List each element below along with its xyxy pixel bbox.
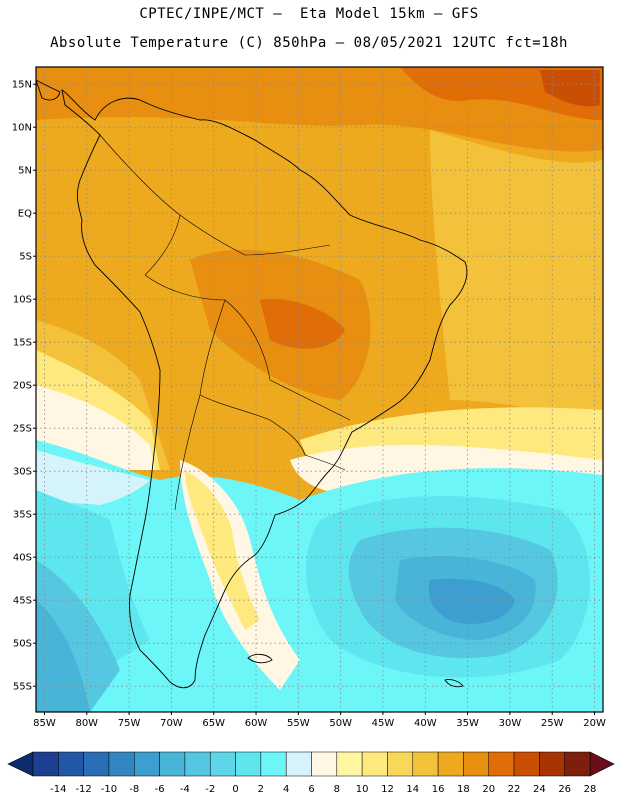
lat-label: 40S — [13, 553, 32, 564]
color-scale-box — [361, 751, 388, 777]
map-frame — [35, 66, 604, 713]
color-scale-label: -2 — [205, 784, 215, 795]
color-scale-label: 2 — [258, 784, 264, 795]
color-scale-label: 0 — [232, 784, 238, 795]
color-scale-box — [235, 751, 262, 777]
color-scale-boxes — [7, 751, 615, 777]
color-scale-box — [437, 751, 464, 777]
color-scale-box — [463, 751, 489, 777]
graticule — [36, 67, 603, 712]
color-scale: -14 -12 -10 -8 -6 -4 -2 0 2 4 6 8 10 12 14 16 18 20 22 24 26… — [7, 751, 615, 795]
central-america-outline — [36, 79, 61, 101]
lat-label: 30S — [13, 467, 32, 478]
field-atlantic — [430, 130, 603, 420]
field-cold-m4-east — [428, 578, 515, 624]
lon-label: 55W — [287, 718, 310, 729]
lon-label: 80W — [75, 718, 98, 729]
lon-label: 65W — [202, 718, 225, 729]
lon-label: 25W — [541, 718, 564, 729]
color-scale-over-arrow — [589, 751, 615, 777]
color-scale-box — [564, 751, 591, 777]
color-scale-label: 22 — [508, 784, 521, 795]
lat-label: 45S — [13, 596, 32, 607]
color-scale-label: 20 — [482, 784, 495, 795]
color-scale-box — [412, 751, 439, 777]
color-scale-box — [311, 751, 338, 777]
color-scale-labels: -14 -12 -10 -8 -6 -4 -2 0 2 4 6 8 10 12 14 16 18 20 22 24 26… — [50, 784, 596, 795]
color-scale-box — [184, 751, 211, 777]
color-scale-label: 8 — [334, 784, 340, 795]
color-scale-label: 10 — [356, 784, 369, 795]
lon-label: 30W — [499, 718, 522, 729]
color-scale-label: 16 — [432, 784, 445, 795]
temperature-map: 15N 10N 5N EQ 5S 10S 15S 20S 25S 30S 35S 40S 45S 50S 5… — [12, 66, 606, 729]
field-patagonia-12 — [185, 470, 260, 630]
color-scale-label: -12 — [75, 784, 91, 795]
longitude-labels: 85W 80W 75W 70W 65W 60W 55W 50W 45W 40W 35W 30W 25W 2… — [33, 712, 606, 729]
field-interior-hotter — [260, 299, 345, 349]
lon-label: 50W — [329, 718, 352, 729]
color-scale-box — [32, 751, 59, 777]
title-line-2: Absolute Temperature (C) 850hPa – 08/05/… — [50, 35, 568, 51]
color-scale-label: 18 — [457, 784, 470, 795]
lat-label: 55S — [13, 682, 32, 693]
south-america-outline — [61, 89, 468, 689]
color-scale-box — [209, 751, 236, 777]
lon-label: 20W — [583, 718, 606, 729]
coastline — [36, 79, 468, 689]
color-scale-box — [83, 751, 110, 777]
lon-label: 75W — [118, 718, 141, 729]
lat-label: 5S — [19, 252, 32, 263]
color-scale-label: 24 — [533, 784, 546, 795]
color-scale-box — [387, 751, 414, 777]
color-scale-box — [488, 751, 515, 777]
lon-label: 35W — [456, 718, 479, 729]
lat-label: 20S — [13, 381, 32, 392]
color-scale-label: -10 — [101, 784, 117, 795]
field-cold-6 — [36, 450, 150, 505]
color-scale-box — [336, 751, 363, 777]
color-scale-label: 12 — [381, 784, 394, 795]
color-scale-box — [134, 751, 160, 777]
field-cold-m2-west — [36, 600, 90, 712]
lat-label: 5N — [18, 166, 32, 177]
color-scale-under-arrow — [7, 751, 34, 777]
color-scale-box — [260, 751, 287, 777]
lat-label: 10S — [13, 295, 32, 306]
lat-label: 25S — [13, 424, 32, 435]
color-scale-label: 14 — [406, 784, 419, 795]
color-scale-label: -6 — [155, 784, 165, 795]
lat-label: 15N — [12, 80, 32, 91]
color-scale-label: 28 — [584, 784, 597, 795]
lon-label: 70W — [160, 718, 183, 729]
color-scale-label: 4 — [283, 784, 289, 795]
lat-label: 50S — [13, 639, 32, 650]
latitude-labels: 15N 10N 5N EQ 5S 10S 15S 20S 25S 30S 35S 40S 45S 50S 5… — [12, 80, 36, 693]
temperature-field — [36, 67, 603, 712]
lat-label: 10N — [12, 123, 32, 134]
color-scale-box — [108, 751, 135, 777]
color-scale-box — [539, 751, 565, 777]
lon-label: 40W — [414, 718, 437, 729]
lat-label: EQ — [18, 209, 32, 220]
border-lines — [99, 134, 351, 511]
color-scale-label: 6 — [308, 784, 314, 795]
south-georgia — [444, 679, 464, 688]
lon-label: 85W — [33, 718, 56, 729]
color-scale-box — [513, 751, 540, 777]
color-scale-box — [58, 751, 84, 777]
color-scale-label: -8 — [129, 784, 139, 795]
lon-label: 45W — [372, 718, 395, 729]
color-scale-box — [285, 751, 312, 777]
lat-label: 35S — [13, 510, 32, 521]
title-line-1: CPTEC/INPE/MCT – Eta Model 15km – GFS — [139, 6, 479, 22]
color-scale-box — [159, 751, 186, 777]
color-scale-label: -4 — [180, 784, 190, 795]
lon-label: 60W — [245, 718, 268, 729]
color-scale-label: 26 — [558, 784, 571, 795]
lat-label: 15S — [13, 338, 32, 349]
falkland-islands — [247, 653, 273, 664]
color-scale-label: -14 — [50, 784, 66, 795]
field-band-24 — [540, 70, 600, 107]
